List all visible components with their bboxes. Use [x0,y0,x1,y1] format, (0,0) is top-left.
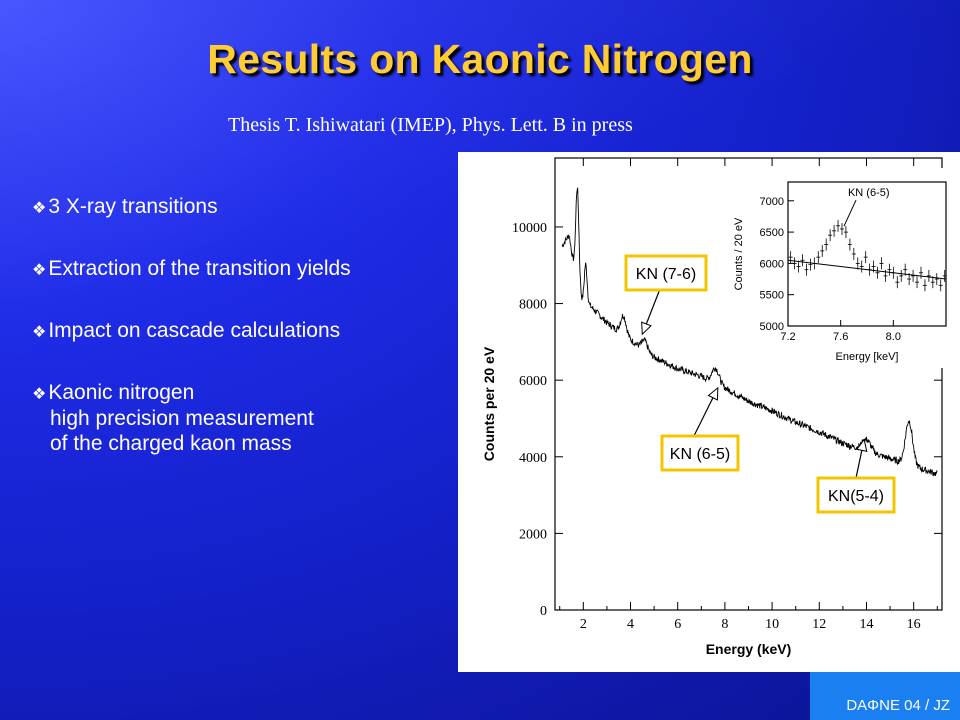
y-tick-label: 6000 [519,374,547,389]
inset-x-tick-label: 7.6 [833,331,848,343]
x-tick-label: 14 [859,617,873,632]
bullet-subline: high precision measurement [50,407,314,430]
callout-arrow-head [856,438,868,452]
x-tick-label: 4 [627,617,634,632]
inset-plot: 7.2 7.6 8.0 5000 5500 6000 6500 7000 Energy [keV… [730,168,954,368]
callout-arrow-head [641,321,652,336]
y-tick-label: 8000 [519,298,547,313]
diamond-bullet-icon: ❖ [32,198,47,217]
slide-title: Results on Kaonic Nitrogen [207,36,753,82]
inset-x-tick-label: 7.2 [780,331,795,343]
callout-label: KN (6-5) [670,446,730,463]
bullet-text: Impact on cascade calculations [48,319,341,342]
footer-label: DAΦNE 04 / JZ [846,697,950,714]
bullet-item: ❖Impact on cascade calculations [32,318,452,344]
x-axis-label: Energy (keV) [706,641,792,657]
peak-callout: KN (6-5) [660,386,740,472]
callout-box [816,476,896,514]
y-axis-label: Counts per 20 eV [481,346,497,461]
inset-x-tick-label: 8.0 [886,331,901,343]
inset-y-tick-label: 5500 [760,290,784,302]
x-tick-label: 8 [721,617,728,632]
inset-callout-arrow [843,199,857,227]
inset-y-tick-label: 7000 [760,196,784,208]
callout-box [660,434,740,472]
callout-label: KN (7-6) [636,266,696,283]
inset-background [730,168,954,368]
diamond-bullet-icon: ❖ [32,322,47,341]
x-tick-label: 2 [580,617,587,632]
bullet-item: ❖Kaonic nitrogen high precision measurem… [32,380,452,456]
x-tick-label: 10 [765,617,779,632]
inset-callout-label: KN (6-5) [848,187,890,199]
inset-y-tick-label: 5000 [760,321,784,333]
diamond-bullet-icon: ❖ [32,260,47,279]
x-tick-label: 12 [812,617,826,632]
inset-y-tick-label: 6500 [760,227,784,239]
inset-y-tick-label: 6000 [760,258,784,270]
peak-callout: KN (7-6) [624,254,708,336]
y-tick-label: 2000 [519,527,547,542]
bullet-item: ❖3 X-ray transitions [32,194,452,220]
callout-arrow-head [707,386,719,401]
bullet-text: Extraction of the transition yields [48,257,351,280]
bullet-text: Kaonic nitrogen [48,381,195,404]
spectrum-chart: 2 4 6 8 10 12 14 16 0 2000 4000 6000 8000 10000 Energy… [481,157,954,657]
y-tick-label: 10000 [512,221,547,236]
callout-label: KN(5-4) [828,488,884,505]
bullet-text: 3 X-ray transitions [48,195,218,218]
diamond-bullet-icon: ❖ [32,384,47,403]
inset-x-axis-label: Energy [keV] [836,351,899,363]
bullet-subline: of the charged kaon mass [50,432,292,455]
bullet-item: ❖Extraction of the transition yields [32,256,452,282]
y-tick-label: 0 [540,604,547,619]
inset-y-axis-label: Counts / 20 eV [733,217,745,290]
callout-box [624,254,708,292]
y-tick-label: 4000 [519,451,547,466]
peak-callout: KN(5-4) [816,438,896,514]
x-tick-label: 16 [907,617,921,632]
x-tick-label: 6 [674,617,681,632]
spectrum-trace [561,187,938,477]
spectrum-figure: 2 4 6 8 10 12 14 16 0 2000 4000 6000 8000 10000 Energy… [458,152,960,672]
inset-frame [787,181,947,327]
footer-bar [810,672,960,720]
bullet-list: ❖3 X-ray transitions ❖Extraction of the … [32,194,452,492]
slide-subtitle: Thesis T. Ishiwatari (IMEP), Phys. Lett.… [228,114,633,136]
